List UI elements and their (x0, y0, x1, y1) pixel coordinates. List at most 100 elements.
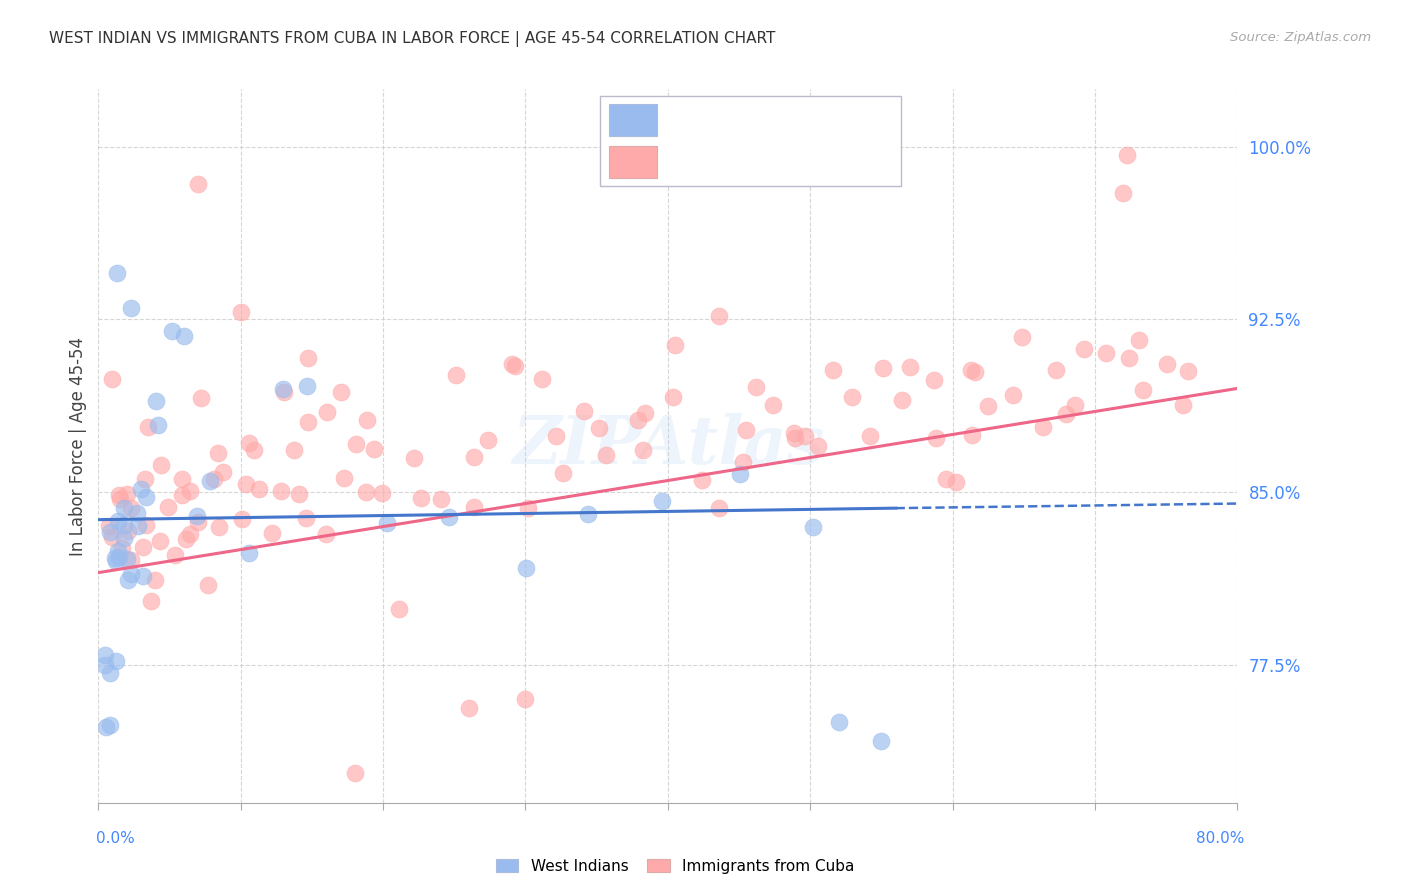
Point (315, 405, 337, 419)
Point (960, 363, 983, 377)
Point (363, 442, 385, 456)
Point (793, 429, 815, 443)
Point (1054, 407, 1077, 421)
Point (924, 373, 946, 387)
Point (785, 431, 807, 445)
Point (898, 360, 921, 375)
Point (516, 500, 538, 515)
Point (107, 544, 129, 558)
Point (828, 714, 851, 729)
Point (841, 390, 863, 404)
Point (207, 446, 229, 460)
Point (1118, 351, 1140, 365)
Point (707, 309, 730, 323)
Point (132, 540, 155, 554)
Point (157, 500, 180, 515)
Point (283, 443, 305, 458)
Point (262, 526, 284, 541)
Point (1171, 398, 1194, 412)
Point (297, 379, 319, 393)
Point (238, 546, 260, 560)
Point (576, 507, 599, 521)
Point (120, 553, 142, 567)
Point (190, 391, 212, 405)
Point (437, 510, 460, 524)
Point (960, 428, 983, 442)
Point (783, 425, 806, 440)
Point (132, 568, 155, 582)
Point (1073, 343, 1095, 357)
Point (745, 380, 768, 394)
Point (297, 415, 319, 429)
Point (463, 500, 485, 515)
Point (98, 524, 121, 539)
Point (1128, 333, 1150, 347)
Point (105, 266, 128, 280)
Point (735, 423, 758, 437)
Point (457, 701, 479, 715)
Point (945, 475, 967, 489)
Point (463, 450, 485, 464)
Point (229, 305, 252, 319)
Point (661, 390, 683, 404)
Point (651, 493, 673, 508)
Point (208, 520, 231, 534)
Point (690, 473, 713, 487)
Point (112, 500, 135, 515)
Point (94, 657, 117, 672)
Point (98, 666, 121, 681)
Point (1001, 387, 1024, 401)
Point (375, 516, 398, 531)
Point (595, 448, 617, 462)
Point (107, 514, 129, 528)
Point (114, 531, 136, 545)
Point (105, 654, 128, 668)
Point (139, 594, 162, 608)
Point (890, 392, 912, 407)
Point (136, 420, 159, 434)
Point (94, 648, 117, 663)
Point (179, 484, 201, 499)
Point (131, 482, 153, 496)
Legend: West Indians, Immigrants from Cuba: West Indians, Immigrants from Cuba (489, 853, 860, 880)
Point (546, 429, 568, 443)
Point (588, 420, 610, 434)
Point (134, 472, 156, 486)
Point (111, 541, 134, 555)
Point (1156, 357, 1178, 371)
Point (98, 717, 121, 731)
Point (270, 483, 292, 498)
Point (501, 357, 523, 371)
Point (117, 524, 139, 538)
Point (172, 472, 194, 486)
Point (273, 382, 295, 396)
Point (117, 487, 139, 501)
Point (143, 573, 166, 587)
Point (976, 399, 998, 413)
Point (354, 485, 377, 500)
Point (165, 549, 187, 563)
Point (1063, 398, 1085, 412)
Point (186, 509, 208, 524)
Point (97, 518, 120, 533)
Point (858, 429, 880, 443)
Point (664, 338, 686, 352)
Point (733, 455, 755, 469)
Point (371, 486, 394, 500)
Point (356, 412, 378, 426)
Point (935, 472, 957, 486)
Point (1112, 186, 1135, 200)
Point (174, 533, 197, 547)
Point (198, 474, 221, 488)
Text: ZIPAtlas: ZIPAtlas (512, 414, 824, 478)
Text: 80.0%: 80.0% (1197, 831, 1244, 846)
Point (187, 177, 209, 191)
Point (515, 692, 537, 706)
Point (801, 520, 824, 534)
Point (807, 438, 830, 452)
Y-axis label: In Labor Force | Age 45-54: In Labor Force | Age 45-54 (69, 336, 87, 556)
Text: Source: ZipAtlas.com: Source: ZipAtlas.com (1230, 31, 1371, 45)
Point (388, 602, 411, 616)
Point (179, 527, 201, 541)
Point (120, 301, 142, 315)
